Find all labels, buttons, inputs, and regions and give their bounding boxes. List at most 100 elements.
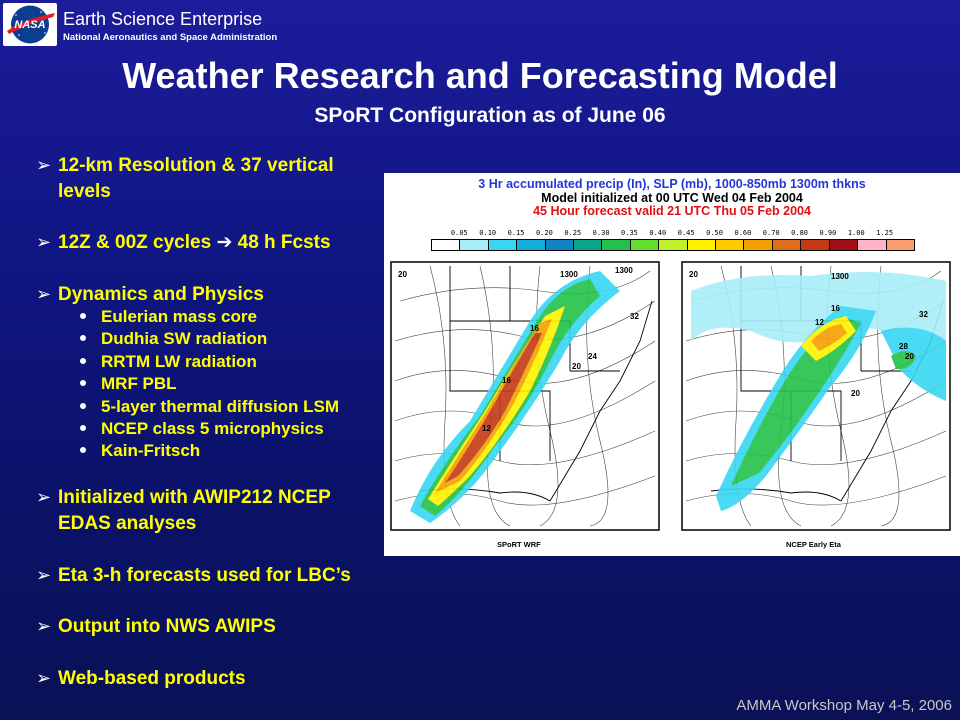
- right-arrow-icon: ➔: [216, 232, 233, 253]
- colorbar-segment: [460, 240, 489, 250]
- arrow-bullet-icon: ➢: [36, 487, 52, 507]
- sub-bullet-text: Dudhia SW radiation: [101, 329, 268, 348]
- slide-title: Weather Research and Forecasting Model: [122, 55, 838, 96]
- colorbar-segment: [630, 240, 660, 250]
- map-label: 1300: [560, 270, 578, 279]
- colorbar-segment: [858, 240, 887, 250]
- colorbar-tick-label: 0.25: [564, 229, 582, 237]
- footer-workshop: AMMA Workshop May 4-5, 2006: [736, 697, 952, 714]
- wrf-map-caption: SPoRT WRF: [497, 540, 541, 549]
- figure-title-line3: 45 Hour forecast valid 21 UTC Thu 05 Feb…: [533, 204, 811, 218]
- arrow-bullet-icon: ➢: [36, 668, 52, 688]
- colorbar-tick-label: 0.45: [677, 229, 695, 237]
- bullet-lbc: ➢ Eta 3-h forecasts used for LBC’s: [36, 562, 351, 589]
- sub-bullet-text: Eulerian mass core: [101, 307, 257, 326]
- bullet-cycles: ➢ 12Z & 00Z cycles ➔ 48 h Fcsts: [36, 229, 331, 256]
- bullet-web: ➢ Web-based products: [36, 665, 246, 692]
- dot-bullet-icon: [80, 402, 86, 409]
- colorbar-tick-label: 0.40: [649, 229, 667, 237]
- colorbar-tick-label: 0.90: [819, 229, 837, 237]
- colorbar-segment: [574, 240, 603, 250]
- colorbar-segment: [659, 240, 688, 250]
- map-label: 28: [899, 342, 908, 351]
- precip-forecast-figure: 3 Hr accumulated precip (In), SLP (mb), …: [384, 173, 960, 556]
- bullet-text: 48 h Fcsts: [232, 232, 331, 253]
- sub-bullet: Dudhia SW radiation: [80, 329, 267, 349]
- colorbar-segment: [829, 240, 859, 250]
- colorbar-segment: [744, 240, 773, 250]
- bullet-text: Eta 3-h forecasts used for LBC’s: [58, 565, 351, 586]
- dot-bullet-icon: [80, 334, 86, 341]
- nasa-logo-text: NASA: [14, 19, 45, 31]
- colorbar-segment: [602, 240, 631, 250]
- eta-map-caption: NCEP Early Eta: [786, 540, 841, 549]
- sub-bullet-text: NCEP class 5 microphysics: [101, 419, 324, 438]
- colorbar-tick-label: 0.50: [706, 229, 723, 237]
- colorbar-tick-label: 0.30: [592, 229, 610, 237]
- map-label: 24: [588, 352, 597, 361]
- bullet-text: Web-based products: [58, 668, 246, 689]
- bullet-initialization: ➢ Initialized with AWIP212 NCEP EDAS anal…: [36, 484, 331, 537]
- colorbar-segment: [772, 240, 802, 250]
- sub-bullet-text: Kain-Fritsch: [101, 441, 201, 460]
- sub-bullet: NCEP class 5 microphysics: [80, 419, 324, 439]
- colorbar-tick-label: 0.70: [762, 229, 780, 237]
- colorbar-segment: [432, 240, 461, 250]
- bullet-text: Initialized with AWIP212 NCEP: [58, 487, 331, 508]
- arrow-bullet-icon: ➢: [36, 155, 52, 175]
- map-label: 20: [398, 270, 407, 279]
- eta-precip-map: 20 1300 16 12 32 28 20 20: [681, 261, 951, 531]
- map-label: 32: [919, 310, 928, 319]
- map-label: 20: [689, 270, 698, 279]
- sub-bullet: MRF PBL: [80, 374, 177, 394]
- nasa-logo: NASA: [3, 3, 57, 46]
- map-label: 12: [482, 424, 491, 433]
- map-label: 20: [905, 352, 914, 361]
- sub-bullet: Eulerian mass core: [80, 307, 257, 327]
- map-label: 1300: [831, 272, 849, 281]
- org-subtitle: National Aeronautics and Space Administr…: [63, 32, 278, 43]
- colorbar-segment: [687, 240, 717, 250]
- bullet-resolution: ➢ 12-km Resolution & 37 vertical levels: [36, 152, 334, 205]
- bullet-text: Output into NWS AWIPS: [58, 616, 276, 637]
- bullet-text: Dynamics and Physics: [58, 284, 264, 305]
- bullet-dynamics: ➢ Dynamics and Physics: [36, 281, 264, 308]
- dot-bullet-icon: [80, 379, 86, 386]
- colorbar-segment: [545, 240, 575, 250]
- arrow-bullet-icon: ➢: [36, 284, 52, 304]
- wrf-precip-map: 20 1300 1300 32 16 16 24 20 12: [390, 261, 660, 531]
- colorbar-tick-label: 1.25: [876, 229, 894, 237]
- colorbar-tick-label: 0.05: [450, 229, 468, 237]
- dot-bullet-icon: [80, 312, 86, 319]
- colorbar-segment: [886, 240, 914, 250]
- colorbar-tick-label: 0.60: [734, 229, 752, 237]
- sub-bullet: RRTM LW radiation: [80, 352, 257, 372]
- colorbar-tick-label: 0.35: [621, 229, 638, 237]
- bullet-text: 12-km Resolution & 37 vertical: [58, 155, 334, 176]
- org-title: Earth Science Enterprise: [63, 9, 263, 29]
- map-label: 12: [815, 318, 824, 327]
- bullet-text: 12Z & 00Z cycles: [58, 232, 217, 253]
- sub-bullet: Kain-Fritsch: [80, 441, 200, 461]
- sub-bullet-text: 5-layer thermal diffusion LSM: [101, 397, 340, 416]
- figure-title-line2: Model initialized at 00 UTC Wed 04 Feb 2…: [541, 191, 803, 205]
- slide-subtitle: SPoRT Configuration as of June 06: [314, 104, 666, 127]
- arrow-bullet-icon: ➢: [36, 232, 52, 252]
- colorbar-segment: [716, 240, 745, 250]
- arrow-bullet-icon: ➢: [36, 565, 52, 585]
- colorbar-segment: [488, 240, 518, 250]
- map-label: 1300: [615, 266, 633, 275]
- colorbar-tick-label: 0.10: [479, 229, 497, 237]
- map-label: 16: [831, 304, 840, 313]
- map-label: 32: [630, 312, 639, 321]
- dot-bullet-icon: [80, 357, 86, 364]
- map-label: 20: [851, 389, 860, 398]
- colorbar-segment: [801, 240, 830, 250]
- bullet-awips: ➢ Output into NWS AWIPS: [36, 613, 276, 640]
- sub-bullet-text: MRF PBL: [101, 374, 177, 393]
- bullet-text-continued: EDAS analyses: [58, 513, 197, 534]
- colorbar-tick-label: 0.80: [791, 229, 808, 237]
- map-label: 20: [572, 362, 581, 371]
- nasa-meatball-icon: NASA: [7, 5, 55, 44]
- dot-bullet-icon: [80, 424, 86, 431]
